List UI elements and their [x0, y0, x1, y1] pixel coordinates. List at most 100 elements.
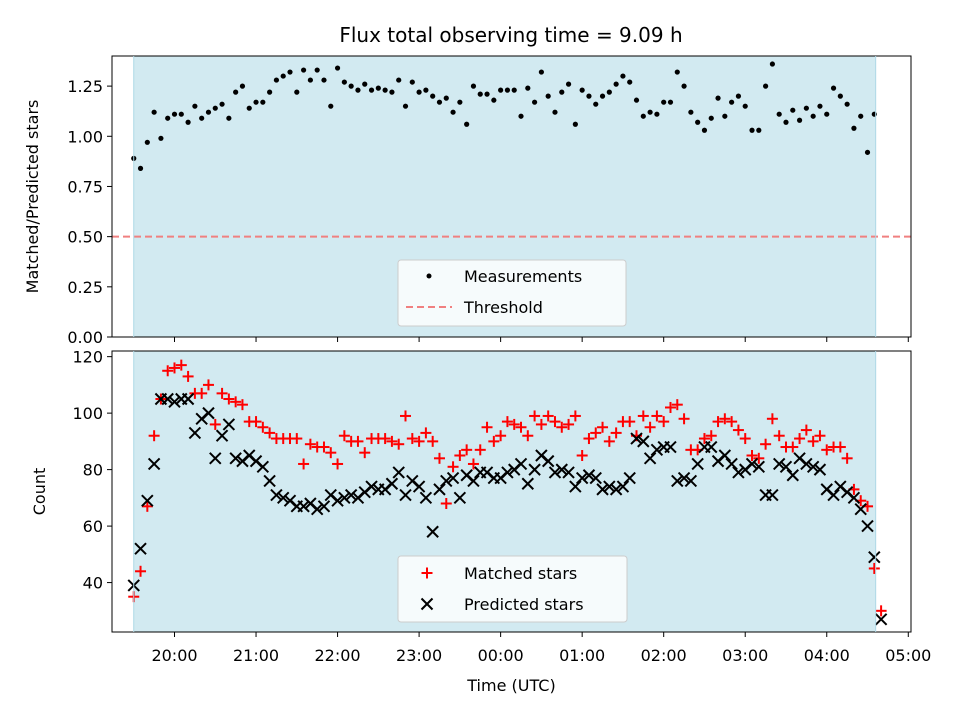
predicted-star-point-b [446, 471, 460, 485]
predicted-star-point-b [874, 613, 888, 626]
matched-star-point [746, 449, 758, 461]
predicted-star-point-b [786, 469, 799, 482]
measurement-point [552, 109, 558, 115]
predicted-star-point [141, 494, 154, 507]
predicted-star-point [800, 457, 813, 471]
predicted-star-point-b [399, 488, 412, 502]
measurement-point [287, 69, 293, 75]
measurement-point [253, 99, 259, 105]
matched-star-point [386, 435, 398, 447]
matched-star-point [427, 435, 439, 447]
measurement-point [572, 121, 578, 127]
predicted-star-point-b [827, 488, 840, 502]
measurement-point [735, 93, 742, 99]
measurement-point [545, 93, 551, 99]
count-y-tick-label: 100 [72, 404, 103, 423]
predicted-star-point-b [589, 471, 602, 485]
measurement-point [824, 111, 830, 117]
matched-star-point [481, 421, 493, 433]
ratio-y-tick-label: 0.00 [67, 328, 103, 347]
matched-star-point [868, 562, 880, 574]
matched-star-point [773, 430, 785, 442]
matched-star-point [807, 435, 819, 447]
measurement-point [212, 105, 218, 111]
measurement-point [633, 97, 640, 103]
predicted-star-point-b [677, 471, 691, 485]
matched-star-point [420, 427, 432, 439]
predicted-star-point-b [732, 466, 745, 479]
matched-star-point [719, 413, 731, 425]
measurement-point [219, 101, 225, 107]
predicted-star-point-b [243, 449, 256, 462]
predicted-star-point-b [603, 480, 616, 493]
time-x-tick-label: 05:00 [885, 646, 931, 665]
predicted-star-point [440, 474, 453, 488]
predicted-star-point-b [820, 483, 833, 496]
predicted-star-point-b [501, 466, 514, 479]
predicted-star-point [766, 488, 779, 502]
predicted-star-point [501, 466, 514, 479]
matched-star-point [563, 418, 575, 430]
predicted-star-point [229, 452, 242, 465]
matched-star-point [461, 444, 473, 456]
ratio-y-tick-label: 0.75 [67, 177, 103, 196]
predicted-star-point-b [616, 480, 630, 493]
predicted-star-point-b [460, 469, 473, 482]
measurement-point [300, 67, 307, 73]
predicted-star-point-b [304, 497, 317, 510]
measurement-point [409, 79, 415, 85]
predicted-star-point-b [569, 480, 582, 493]
count-y-tick-label: 60 [83, 517, 103, 536]
predicted-star-point [256, 460, 270, 473]
predicted-star-point-b [847, 491, 861, 505]
matched-star-point [495, 430, 507, 442]
measurement-point [294, 89, 300, 95]
predicted-star-point [514, 457, 528, 471]
measurement-point [803, 105, 809, 111]
matched-star-point [875, 605, 887, 617]
predicted-star-point-b [596, 483, 609, 496]
time-x-tick-label: 20:00 [151, 646, 197, 665]
ratio-y-tick-label: 0.50 [67, 228, 103, 247]
predicted-star-point [616, 480, 630, 493]
predicted-star-point [453, 491, 467, 505]
predicted-star-point-b [521, 477, 535, 490]
predicted-star-point-b [222, 418, 236, 431]
matched-star-point [732, 424, 744, 436]
count-y-axis-label: Count [30, 468, 49, 516]
predicted-star-point [181, 392, 195, 406]
measurement-point [783, 119, 789, 125]
matched-star-point [175, 359, 187, 371]
measurement-point [205, 109, 212, 115]
matched-star-point [522, 430, 534, 442]
measurement-point [273, 77, 280, 83]
matched-star-point [467, 458, 479, 470]
matched-star-point [529, 410, 541, 422]
measurement-point [593, 101, 599, 107]
predicted-star-point-b [779, 460, 793, 473]
predicted-star-point [188, 426, 202, 440]
predicted-star-point-b [528, 463, 541, 476]
predicted-star-point [786, 469, 799, 482]
predicted-star-point-b [643, 452, 657, 465]
measurement-point [851, 125, 857, 131]
predicted-star-point-b [310, 502, 324, 516]
predicted-star-point-b [840, 485, 854, 499]
predicted-star-point-b [562, 466, 575, 479]
predicted-star-point [847, 491, 861, 505]
matched-star-point [658, 416, 670, 428]
measurement-point [810, 113, 816, 119]
predicted-star-point-b [691, 457, 704, 471]
predicted-star-point-b [270, 488, 283, 502]
matched-star-point [352, 435, 364, 447]
predicted-star-point-b [324, 488, 337, 502]
predicted-star-point [671, 474, 684, 488]
ratio-y-tick-label: 1.00 [67, 127, 103, 146]
predicted-star-point [609, 483, 623, 496]
predicted-star-point-b [419, 491, 433, 505]
matched-legend-glyph [421, 567, 433, 579]
predicted-star-point-b [725, 457, 738, 471]
predicted-star-point [399, 488, 412, 502]
predicted-star-point-b [440, 474, 453, 488]
predicted-star-point-b [202, 406, 215, 420]
